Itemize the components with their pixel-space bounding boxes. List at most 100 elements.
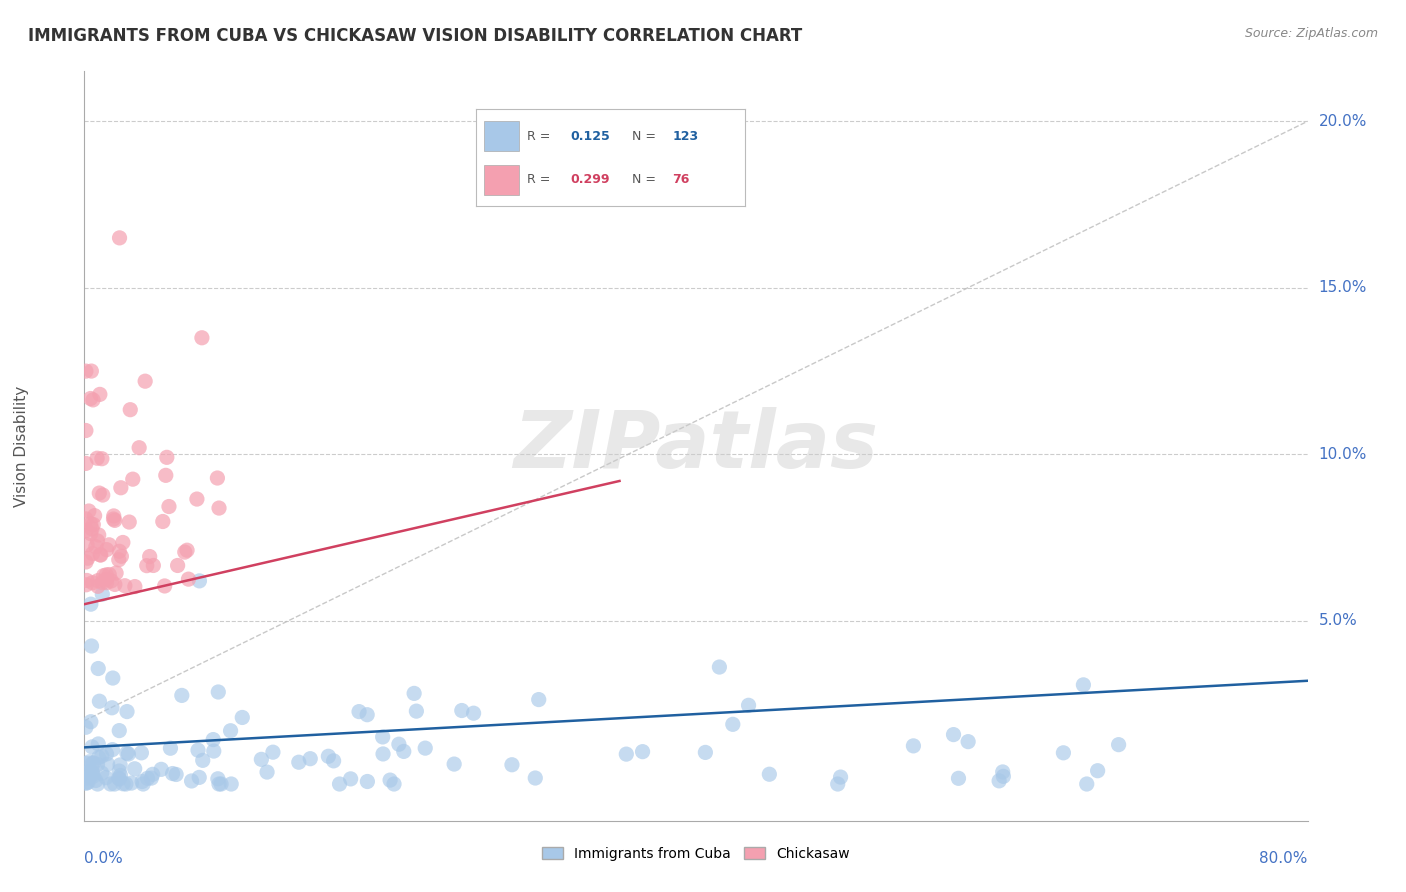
Point [82, 766, 104, 780]
Point [108, 723, 131, 738]
Point [82, 547, 104, 561]
Text: 80.0%: 80.0% [1260, 851, 1308, 866]
Point [388, 737, 411, 751]
Point [328, 777, 350, 791]
Point [207, 685, 229, 699]
Point [107, 771, 129, 785]
Point [170, 689, 193, 703]
Point [188, 771, 211, 785]
Point [89, 694, 111, 708]
Point [1087, 764, 1109, 778]
Point [153, 579, 176, 593]
Point [288, 756, 311, 770]
Point [176, 543, 198, 558]
Point [87, 750, 110, 764]
Point [159, 741, 181, 756]
Point [110, 768, 132, 782]
Point [75, 776, 97, 790]
Point [124, 762, 146, 776]
Point [207, 471, 229, 485]
Point [382, 777, 405, 791]
Point [89, 548, 111, 562]
Point [82, 392, 104, 407]
Point [93, 568, 115, 582]
Point [202, 732, 225, 747]
Point [82, 756, 104, 770]
Point [75, 578, 97, 592]
Point [75, 512, 97, 526]
Point [186, 491, 208, 506]
Point [80, 522, 103, 536]
Point [80, 739, 103, 754]
Point [90, 749, 112, 764]
Point [90, 766, 112, 780]
Point [91, 575, 114, 590]
Point [76, 551, 98, 566]
Point [709, 660, 731, 674]
Point [191, 753, 214, 767]
Point [108, 764, 131, 778]
Point [250, 752, 273, 766]
Point [1076, 777, 1098, 791]
Point [82, 765, 104, 780]
Point [104, 577, 127, 591]
Point [111, 535, 134, 549]
Point [91, 587, 114, 601]
Point [132, 777, 155, 791]
Text: 20.0%: 20.0% [1319, 114, 1367, 128]
Point [187, 743, 209, 757]
Point [524, 771, 547, 785]
Point [188, 574, 211, 588]
Point [758, 767, 780, 781]
Point [155, 468, 177, 483]
Point [1052, 746, 1074, 760]
Point [101, 742, 124, 756]
Point [90, 548, 112, 562]
Point [993, 769, 1015, 783]
Point [209, 777, 232, 791]
Point [97, 757, 120, 772]
Point [318, 749, 340, 764]
Point [100, 574, 122, 588]
Point [87, 574, 110, 588]
Point [131, 746, 153, 760]
Text: 5.0%: 5.0% [1319, 614, 1357, 628]
Text: 10.0%: 10.0% [1319, 447, 1367, 462]
Point [77, 504, 100, 518]
Point [347, 705, 370, 719]
Point [339, 772, 361, 786]
Point [124, 580, 146, 594]
Point [108, 758, 131, 772]
Point [191, 331, 214, 345]
Point [103, 512, 125, 526]
Point [165, 767, 187, 781]
Point [107, 553, 129, 567]
Point [156, 450, 179, 465]
Point [75, 524, 97, 538]
Point [614, 747, 637, 761]
Point [82, 769, 104, 783]
Point [76, 538, 98, 552]
Text: Vision Disability: Vision Disability [14, 385, 30, 507]
Point [90, 451, 112, 466]
Point [96, 572, 118, 586]
Point [405, 704, 427, 718]
Point [87, 661, 110, 675]
Point [75, 364, 97, 378]
Point [202, 744, 225, 758]
Text: 0.0%: 0.0% [84, 851, 124, 866]
Point [903, 739, 925, 753]
Point [371, 730, 394, 744]
Point [103, 508, 125, 523]
Point [89, 387, 111, 401]
Point [96, 567, 118, 582]
Point [150, 762, 173, 776]
Point [83, 508, 105, 523]
Point [104, 777, 127, 791]
Point [75, 424, 97, 438]
Point [114, 579, 136, 593]
Point [108, 231, 131, 245]
Point [115, 746, 138, 760]
Point [142, 767, 165, 781]
Point [948, 772, 970, 786]
